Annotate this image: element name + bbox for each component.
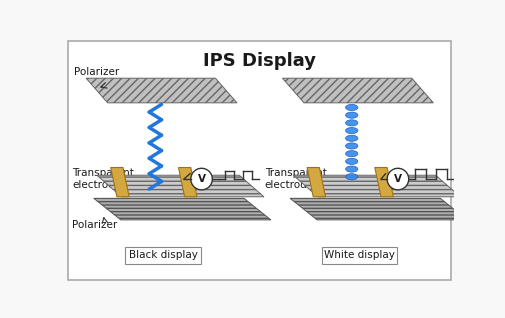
Ellipse shape — [345, 112, 357, 118]
FancyBboxPatch shape — [321, 247, 396, 264]
Ellipse shape — [345, 158, 357, 164]
FancyBboxPatch shape — [125, 247, 200, 264]
Text: Polarizer: Polarizer — [74, 67, 119, 77]
FancyBboxPatch shape — [68, 41, 450, 280]
Ellipse shape — [345, 104, 357, 111]
Polygon shape — [86, 78, 236, 103]
Text: Transparent
electrode: Transparent electrode — [72, 168, 134, 190]
Text: Polarizer: Polarizer — [72, 219, 117, 230]
Ellipse shape — [345, 174, 357, 180]
Polygon shape — [96, 175, 264, 197]
Ellipse shape — [345, 151, 357, 157]
Text: Black display: Black display — [128, 250, 197, 260]
Ellipse shape — [345, 166, 357, 172]
Polygon shape — [307, 168, 325, 197]
Polygon shape — [292, 175, 460, 197]
Text: V: V — [393, 174, 401, 184]
Circle shape — [386, 168, 408, 190]
Ellipse shape — [345, 135, 357, 141]
Polygon shape — [111, 168, 129, 197]
Polygon shape — [289, 198, 466, 220]
Polygon shape — [178, 168, 196, 197]
Polygon shape — [374, 168, 392, 197]
Circle shape — [190, 168, 212, 190]
Ellipse shape — [345, 143, 357, 149]
Text: IPS Display: IPS Display — [203, 52, 315, 70]
Polygon shape — [282, 78, 432, 103]
Ellipse shape — [345, 120, 357, 126]
Text: Transparent
electrode: Transparent electrode — [264, 168, 326, 190]
Polygon shape — [93, 198, 270, 220]
Text: V: V — [197, 174, 205, 184]
Ellipse shape — [345, 128, 357, 134]
Text: White display: White display — [323, 250, 394, 260]
